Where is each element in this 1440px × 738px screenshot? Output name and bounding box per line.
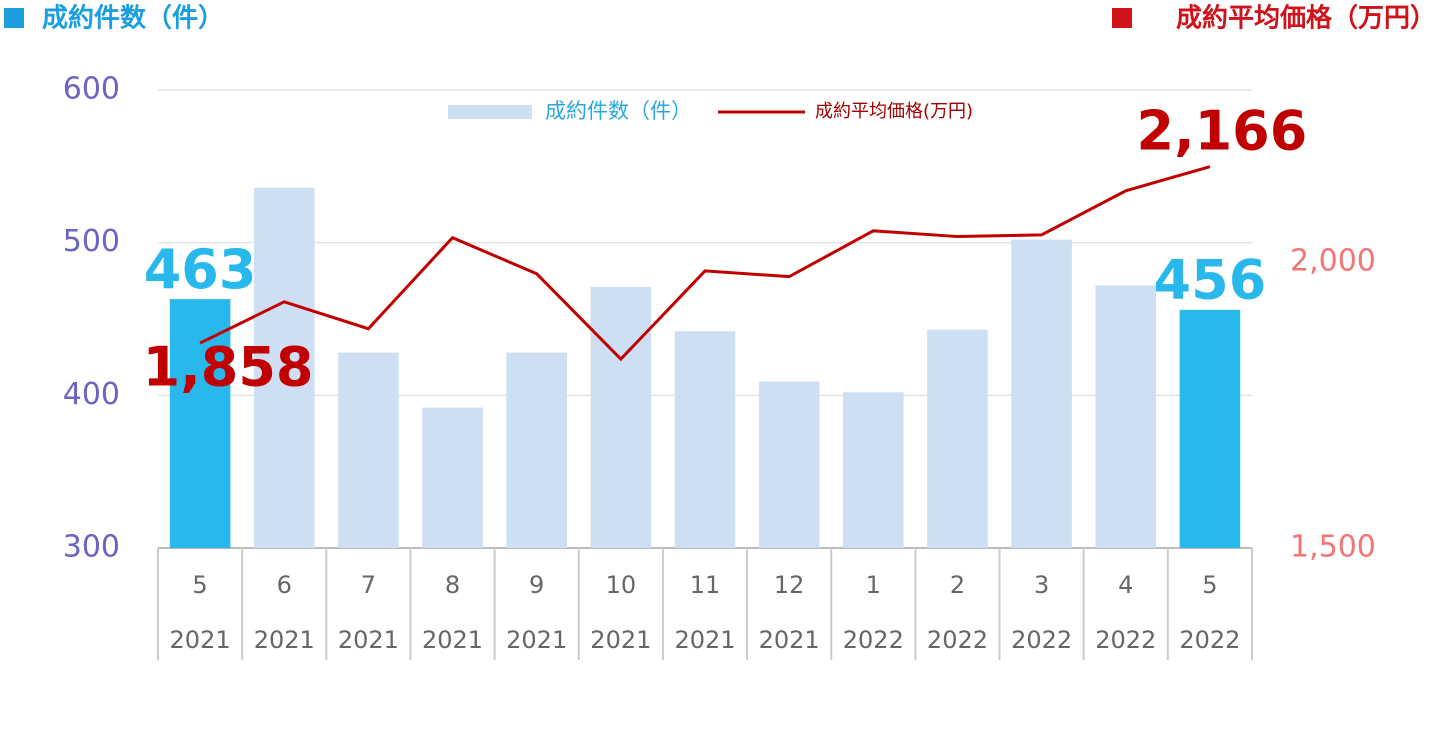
bar — [506, 352, 567, 548]
x-tick-label: 2 — [950, 571, 965, 599]
bar — [338, 352, 399, 548]
bar — [843, 392, 904, 548]
y-tick-label: 400 — [63, 377, 120, 412]
bar — [590, 286, 652, 548]
legend-label: 成約平均価格(万円) — [815, 101, 973, 122]
x-tick-label: 10 — [606, 571, 637, 599]
x-tick-label: 5 — [192, 571, 207, 599]
x-tick-year: 2022 — [1011, 626, 1072, 654]
bar — [1011, 239, 1072, 548]
x-tick-year: 2021 — [674, 626, 735, 654]
bar — [927, 329, 988, 548]
x-tick-year: 2021 — [170, 626, 231, 654]
y-tick-label: 600 — [63, 72, 120, 107]
right-title-icon — [1112, 8, 1132, 28]
x-tick-year: 2021 — [506, 626, 567, 654]
x-tick-year: 2022 — [927, 626, 988, 654]
x-tick-year: 2022 — [1095, 626, 1156, 654]
bar — [169, 299, 231, 548]
x-tick-label: 8 — [445, 571, 460, 599]
x-tick-label: 9 — [529, 571, 544, 599]
x-tick-label: 7 — [361, 571, 376, 599]
x-tick-label: 1 — [866, 571, 881, 599]
x-tick-label: 12 — [774, 571, 805, 599]
bar — [253, 187, 315, 548]
x-tick-year: 2021 — [338, 626, 399, 654]
legend-label: 成約件数（件） — [545, 99, 692, 123]
x-tick-year: 2021 — [422, 626, 483, 654]
left-title: 成約件数（件） — [42, 3, 224, 34]
line-value-label: 2,166 — [1137, 99, 1308, 162]
bar — [1095, 285, 1157, 548]
bar-value-label: 463 — [144, 238, 257, 301]
x-tick-year: 2021 — [590, 626, 651, 654]
x-tick-label: 6 — [277, 571, 292, 599]
y2-tick-label: 1,500 — [1290, 530, 1376, 565]
x-tick-year: 2021 — [254, 626, 315, 654]
bar — [422, 407, 483, 548]
x-tick-year: 2021 — [759, 626, 820, 654]
right-title: 成約平均価格（万円） — [1176, 3, 1436, 34]
y-tick-label: 500 — [63, 224, 120, 259]
y-tick-label: 300 — [63, 530, 120, 565]
x-tick-label: 5 — [1202, 571, 1217, 599]
y2-tick-label: 2,000 — [1290, 243, 1376, 278]
bar — [758, 381, 820, 548]
bar — [1179, 309, 1241, 548]
bar — [674, 331, 736, 548]
line-value-label: 1,858 — [143, 336, 314, 399]
legend-swatch — [448, 105, 532, 119]
x-tick-label: 3 — [1034, 571, 1049, 599]
bar-value-label: 456 — [1154, 248, 1267, 311]
line — [199, 165, 1211, 362]
x-tick-label: 11 — [690, 571, 721, 599]
x-tick-year: 2022 — [843, 626, 904, 654]
x-tick-year: 2022 — [1179, 626, 1240, 654]
left-title-icon — [4, 8, 24, 28]
x-tick-label: 4 — [1118, 571, 1133, 599]
